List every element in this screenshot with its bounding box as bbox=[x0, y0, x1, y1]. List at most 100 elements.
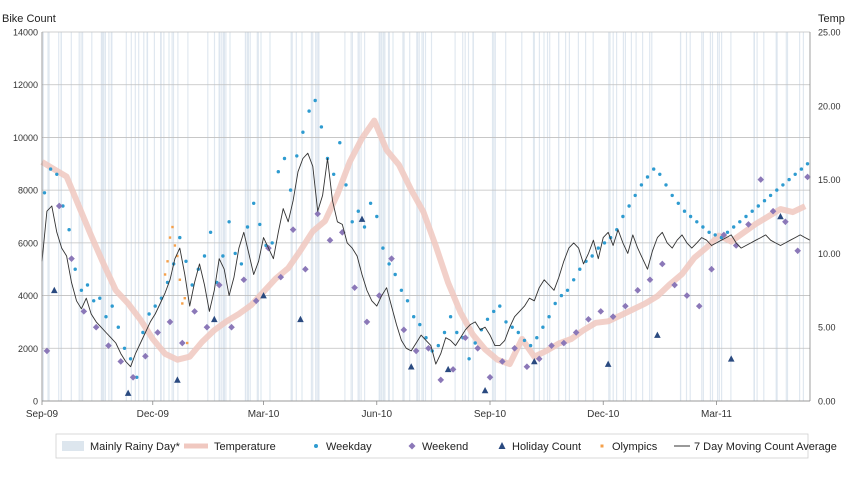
olympics-point bbox=[178, 278, 182, 281]
rainy-day-band bbox=[462, 32, 464, 401]
weekend-point bbox=[191, 308, 198, 315]
rainy-day-band bbox=[172, 32, 175, 401]
weekday-point bbox=[473, 341, 477, 345]
weekday-point bbox=[98, 296, 102, 300]
rainy-day-band bbox=[756, 32, 758, 401]
rainy-day-band bbox=[301, 32, 303, 401]
rainy-day-band bbox=[269, 32, 271, 401]
rainy-day-band bbox=[70, 32, 72, 401]
weekend-point bbox=[548, 342, 555, 349]
holiday-point bbox=[604, 360, 612, 367]
weekday-point bbox=[208, 230, 213, 234]
rainy-day-band bbox=[163, 32, 165, 401]
weekday-point bbox=[295, 154, 299, 158]
olympics-point bbox=[173, 244, 177, 247]
x-tick-label: Dec-10 bbox=[587, 409, 620, 420]
weekday-point bbox=[245, 225, 250, 229]
weekend-point bbox=[289, 226, 297, 233]
weekday-point bbox=[762, 199, 767, 203]
rainy-day-band bbox=[318, 32, 320, 401]
weekday-point bbox=[227, 220, 231, 224]
rainy-day-band bbox=[382, 32, 384, 401]
weekend-point bbox=[708, 265, 715, 273]
right-tick-label: 25.00 bbox=[818, 28, 841, 38]
weekday-point bbox=[572, 278, 576, 282]
left-tick-label: 6000 bbox=[18, 238, 38, 248]
rainy-day-band bbox=[91, 32, 93, 401]
rainy-day-band bbox=[467, 32, 470, 401]
rainy-day-band bbox=[418, 32, 420, 401]
weekend-point bbox=[462, 334, 469, 342]
rainy-day-band bbox=[709, 32, 711, 401]
weekend-point bbox=[683, 292, 691, 299]
weekday-point bbox=[676, 201, 680, 205]
rainy-day-band bbox=[532, 32, 535, 401]
weekday-point bbox=[239, 262, 244, 266]
right-axis-title: Temp bbox=[818, 13, 845, 25]
rainy-day-band bbox=[383, 32, 385, 401]
rainy-day-band bbox=[101, 32, 103, 401]
weekend-point bbox=[449, 366, 457, 373]
rainy-day-band bbox=[310, 32, 312, 401]
right-tick-label: 10.00 bbox=[818, 249, 841, 259]
weekday-point bbox=[738, 220, 742, 224]
weekday-point bbox=[707, 230, 711, 234]
weekday-point bbox=[282, 156, 287, 161]
rainy-day-band bbox=[291, 32, 293, 401]
weekday-point bbox=[670, 193, 674, 198]
weekend-point bbox=[499, 358, 506, 365]
rainy-day-band bbox=[47, 32, 49, 401]
weekend-point bbox=[154, 329, 161, 336]
weekday-point bbox=[645, 175, 650, 179]
x-tick-label: Mar-10 bbox=[248, 409, 280, 420]
weekend-point bbox=[745, 221, 752, 228]
rainy-day-band bbox=[565, 32, 567, 401]
rainy-day-band bbox=[351, 32, 353, 401]
weekday-point bbox=[362, 225, 367, 229]
weekday-point bbox=[516, 330, 520, 335]
x-tick-label: Sep-10 bbox=[474, 409, 507, 420]
rainy-day-band bbox=[649, 32, 651, 401]
rainy-day-band bbox=[78, 32, 80, 401]
rainy-day-band bbox=[494, 32, 496, 401]
weekend-point bbox=[794, 247, 801, 255]
weekday-point bbox=[682, 209, 687, 213]
weekday-point bbox=[652, 167, 656, 171]
rainy-day-band bbox=[60, 32, 62, 401]
rainy-day-band bbox=[533, 32, 535, 401]
rainy-day-band bbox=[138, 32, 140, 401]
rainy-day-band bbox=[491, 32, 494, 401]
holiday-point bbox=[260, 292, 267, 299]
weekday-point bbox=[695, 220, 699, 224]
weekday-point bbox=[405, 299, 410, 303]
rainy-day-band bbox=[223, 32, 225, 401]
legend-swatch-weekday bbox=[314, 444, 318, 448]
olympics-point bbox=[163, 273, 167, 276]
rainy-day-band bbox=[701, 32, 703, 401]
weekday-point bbox=[781, 183, 785, 187]
legend-swatch-olympics bbox=[600, 444, 604, 448]
rainy-day-band bbox=[702, 32, 704, 401]
weekend-point bbox=[474, 344, 481, 352]
weekday-point bbox=[744, 214, 748, 219]
legend-label: Olympics bbox=[612, 441, 658, 453]
rainy-day-band bbox=[417, 32, 419, 401]
rainy-day-band bbox=[42, 32, 44, 401]
rainy-day-band bbox=[247, 32, 249, 401]
legend-swatch-rainy bbox=[62, 441, 84, 451]
weekend-point bbox=[277, 273, 285, 281]
weekday-point bbox=[350, 220, 354, 224]
rainy-day-band bbox=[680, 32, 682, 401]
weekend-point bbox=[695, 302, 703, 310]
rainy-day-band bbox=[538, 32, 540, 401]
weekend-point bbox=[720, 231, 728, 239]
weekday-point bbox=[184, 259, 188, 263]
holiday-point bbox=[407, 363, 415, 370]
rainy-day-band bbox=[344, 32, 346, 401]
weekday-point bbox=[756, 204, 760, 208]
rainy-day-band bbox=[249, 32, 251, 401]
weekend-point bbox=[646, 276, 654, 284]
weekday-point bbox=[55, 172, 59, 176]
